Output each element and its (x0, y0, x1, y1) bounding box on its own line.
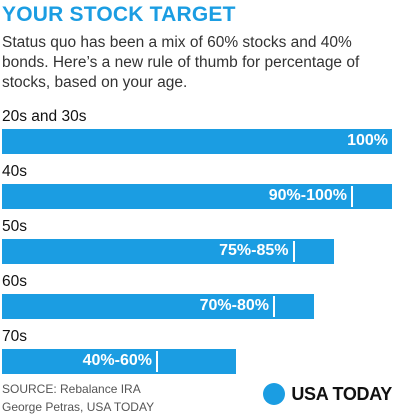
usa-today-logo: USA TODAY (263, 383, 392, 405)
source-credit: SOURCE: Rebalance IRA George Petras, USA… (2, 380, 154, 416)
range-start-mark (292, 241, 295, 262)
bar-value-label: 75%-85% (219, 242, 289, 259)
source-line: SOURCE: Rebalance IRA (2, 382, 141, 396)
circle-icon (263, 383, 286, 405)
chart-subtitle: Status quo has been a mix of 60% stocks … (2, 34, 360, 91)
chart-title: YOUR STOCK TARGET (2, 3, 236, 26)
range-start-mark (156, 351, 158, 372)
age-group-label: 70s (2, 328, 27, 345)
bar-value-label: 70%-80% (199, 297, 269, 314)
bar: 90%-100% (2, 184, 392, 209)
range-start-mark (273, 296, 275, 317)
bar-value-label: 100% (347, 132, 388, 149)
age-group-label: 60s (2, 273, 27, 290)
credit-line: George Petras, USA TODAY (2, 400, 155, 414)
bar: 75%-85% (2, 239, 334, 264)
bar: 100% (2, 129, 392, 154)
logo-text: USA TODAY (291, 383, 392, 404)
age-group-label: 50s (2, 218, 27, 235)
range-start-mark (351, 186, 353, 207)
bar-value-label: 40%-60% (82, 352, 152, 369)
bar: 70%-80% (2, 294, 314, 319)
age-group-label: 20s and 30s (2, 108, 87, 125)
age-group-label: 40s (2, 163, 27, 180)
bar: 40%-60% (2, 349, 236, 374)
bar-value-label: 90%-100% (268, 187, 347, 204)
